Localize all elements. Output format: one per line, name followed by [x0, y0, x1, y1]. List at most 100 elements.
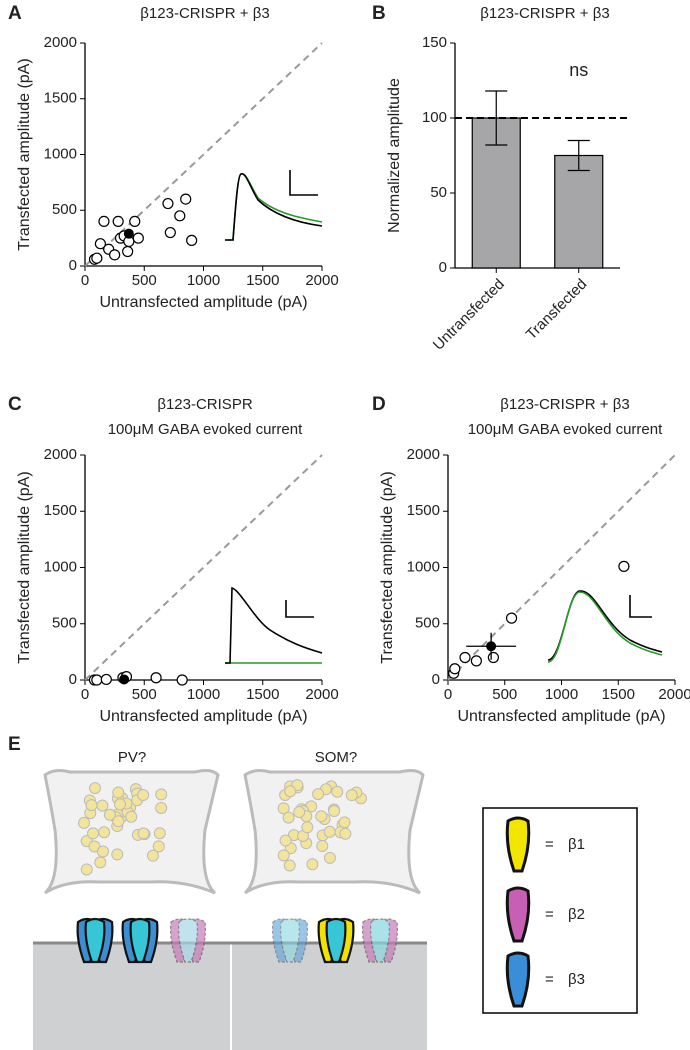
point	[186, 234, 198, 246]
point	[176, 674, 188, 686]
y-tick-label: 2000	[407, 446, 440, 463]
vesicle	[277, 802, 290, 815]
x-tick-label: 500	[492, 686, 517, 703]
vesicle	[282, 811, 295, 824]
group-label: PV?	[118, 749, 146, 766]
receptor	[76, 917, 114, 964]
vesicle	[331, 785, 344, 798]
point	[164, 226, 176, 239]
vesicle	[111, 848, 124, 861]
vesicle	[293, 805, 306, 818]
point	[109, 249, 121, 261]
y-tick-label: 150	[422, 34, 447, 51]
x-tick-label: 1500	[246, 272, 279, 289]
mean-point	[119, 674, 130, 685]
panel-label: E	[8, 734, 21, 755]
vesicle	[312, 788, 325, 801]
chart-subtitle: 100μM GABA evoked current	[108, 421, 303, 438]
subunit	[325, 917, 347, 964]
vesicle	[323, 825, 336, 838]
subunit	[178, 918, 198, 963]
vesicle	[85, 799, 98, 812]
y-tick-label: 0	[432, 671, 440, 688]
vesicle	[153, 827, 166, 840]
legend-label: β3	[568, 971, 585, 988]
x-tick-label: Untransfected	[430, 276, 508, 354]
vesicle	[155, 801, 168, 814]
panel-label: D	[372, 394, 386, 415]
legend-equals: =	[545, 836, 554, 853]
legend-equals: =	[545, 906, 554, 923]
vesicle	[98, 826, 111, 839]
y-tick-label: 1000	[407, 558, 440, 575]
vesicle	[155, 788, 168, 801]
x-axis-label: Untransfected amplitude (pA)	[457, 708, 665, 725]
y-tick-label: 2000	[44, 446, 77, 463]
vesicle	[80, 863, 93, 876]
point	[487, 651, 499, 664]
receptor	[121, 917, 159, 964]
vesicle	[338, 816, 351, 829]
vesicle	[137, 827, 150, 840]
identity-line	[84, 454, 323, 681]
legend-label: β1	[568, 836, 585, 853]
x-axis-label: Untransfected amplitude (pA)	[99, 294, 307, 311]
vesicle	[323, 851, 336, 864]
vesicle	[112, 815, 125, 828]
identity-line	[84, 42, 323, 267]
y-axis-label: Transfected amplitude (pA)	[379, 471, 396, 663]
receptor	[272, 918, 308, 963]
x-tick-label: 2000	[658, 686, 690, 703]
legend-icon	[505, 951, 531, 1008]
legend-label: β2	[568, 906, 585, 923]
y-tick-label: 1500	[44, 502, 77, 519]
vesicle	[152, 840, 165, 853]
point	[449, 663, 461, 675]
vesicle	[283, 859, 296, 872]
vesicle	[315, 810, 328, 823]
identity-line	[447, 454, 676, 681]
x-tick-label: 0	[81, 272, 89, 289]
x-tick-label: 1000	[187, 686, 220, 703]
vesicle	[114, 798, 127, 811]
point	[470, 655, 482, 667]
receptor	[170, 918, 206, 963]
y-tick-label: 100	[422, 109, 447, 126]
point	[91, 252, 103, 264]
panel-label: C	[8, 394, 22, 415]
y-tick-label: 0	[69, 671, 77, 688]
point	[91, 674, 103, 686]
panel-label: B	[372, 3, 386, 24]
y-tick-label: 50	[430, 184, 447, 201]
point	[98, 215, 110, 227]
x-tick-label: 500	[132, 272, 157, 289]
y-tick-label: 1500	[407, 502, 440, 519]
chart-subtitle: 100μM GABA evoked current	[468, 421, 663, 438]
mean-point	[123, 228, 134, 239]
point	[100, 673, 112, 686]
point	[505, 612, 518, 624]
vesicle	[96, 799, 109, 812]
vesicle	[96, 845, 109, 858]
chart-title: β123-CRISPR	[157, 396, 252, 413]
point	[180, 193, 192, 205]
insets	[225, 170, 663, 664]
receptor	[362, 918, 398, 963]
point	[459, 651, 471, 664]
x-tick-label: 1500	[246, 686, 279, 703]
point	[129, 215, 141, 227]
point	[112, 215, 124, 227]
error-bar	[485, 90, 508, 146]
x-tick-label: Transfected	[523, 276, 591, 344]
legend-equals: =	[545, 971, 554, 988]
y-tick-label: 1000	[44, 558, 77, 575]
vesicle	[125, 810, 138, 823]
point	[162, 197, 174, 210]
point	[150, 672, 162, 684]
chart-title: β123-CRISPR + β3	[140, 5, 269, 22]
x-axis-label: Untransfected amplitude (pA)	[99, 708, 307, 725]
vesicle	[328, 805, 341, 818]
point	[132, 232, 144, 244]
receptor	[317, 917, 355, 964]
vesicle	[306, 858, 319, 871]
